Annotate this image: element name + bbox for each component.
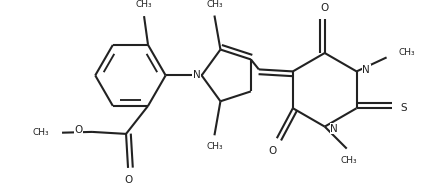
Text: CH₃: CH₃ <box>206 0 223 9</box>
Text: S: S <box>401 103 407 113</box>
Text: CH₃: CH₃ <box>206 142 223 151</box>
Text: O: O <box>124 175 132 184</box>
Text: CH₃: CH₃ <box>32 128 49 137</box>
Text: CH₃: CH₃ <box>340 157 357 165</box>
Text: N: N <box>330 123 338 134</box>
Text: O: O <box>74 125 82 135</box>
Text: CH₃: CH₃ <box>399 48 416 57</box>
Text: O: O <box>321 3 329 13</box>
Text: N: N <box>362 65 370 75</box>
Text: O: O <box>268 146 276 156</box>
Text: N: N <box>193 70 201 80</box>
Text: CH₃: CH₃ <box>136 0 152 9</box>
